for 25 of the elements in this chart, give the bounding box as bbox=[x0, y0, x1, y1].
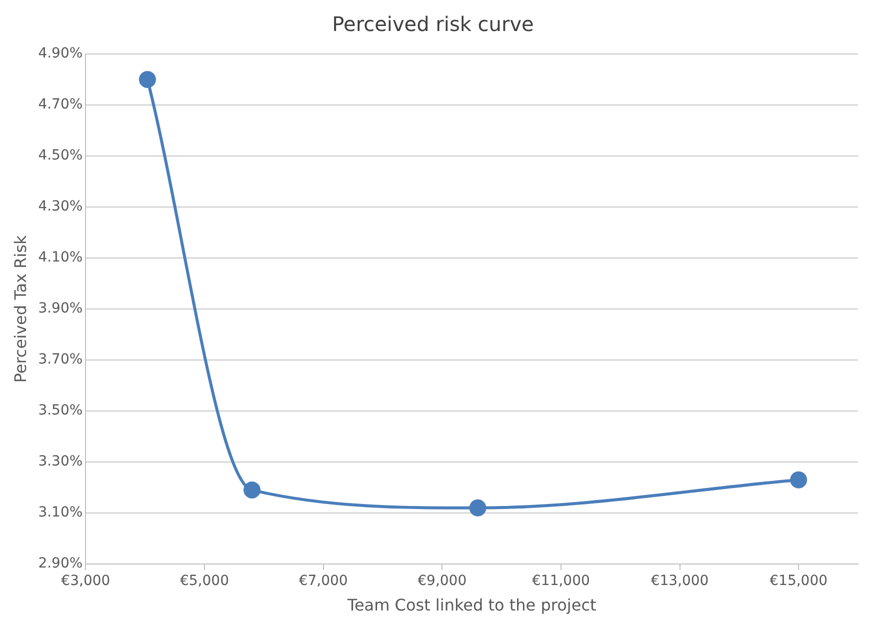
y-tick-label: 4.90% bbox=[38, 46, 83, 62]
x-tick-label: €11,000 bbox=[532, 573, 590, 590]
point bbox=[138, 71, 156, 88]
point bbox=[790, 471, 808, 488]
y-tick-label: 4.50% bbox=[38, 148, 83, 164]
point bbox=[469, 499, 486, 516]
chart-title: Perceived risk curve bbox=[332, 12, 534, 36]
y-tick-label: 3.90% bbox=[38, 300, 83, 317]
x-tick-label: €7,000 bbox=[298, 573, 348, 590]
x-tick-label: €15,000 bbox=[770, 573, 828, 590]
y-tick-label: 4.10% bbox=[38, 250, 83, 266]
x-axis-title: Team Cost linked to the project bbox=[346, 596, 596, 615]
x-tick-label: €5,000 bbox=[180, 573, 229, 590]
y-axis-title: Perceived Tax Risk bbox=[10, 234, 30, 383]
y-tick-label: 3.10% bbox=[38, 504, 83, 521]
y-tick-label: 3.30% bbox=[38, 454, 83, 470]
y-tick-label: 3.70% bbox=[38, 352, 83, 368]
y-tick-label: 4.30% bbox=[38, 198, 83, 215]
x-tick-label: €13,000 bbox=[650, 573, 709, 590]
x-tick-label: €3,000 bbox=[61, 573, 110, 590]
y-tick-label: 3.50% bbox=[38, 402, 83, 419]
x-tick-label: €9,000 bbox=[418, 573, 467, 590]
y-tick-label: 4.70% bbox=[38, 96, 83, 113]
point bbox=[244, 482, 261, 499]
y-tick-label: 2.90% bbox=[38, 556, 83, 572]
